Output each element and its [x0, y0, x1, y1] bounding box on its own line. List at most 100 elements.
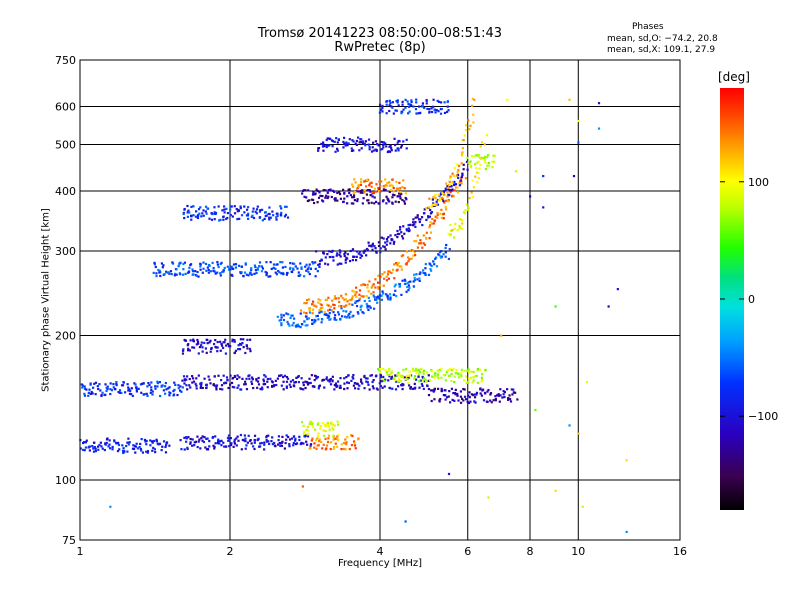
- echo-point: [597, 102, 601, 105]
- echo-point: [317, 301, 320, 304]
- echo-point: [104, 393, 107, 396]
- echo-point: [255, 208, 259, 211]
- echo-point: [249, 271, 252, 274]
- echo-point: [407, 102, 410, 106]
- echo-point: [413, 239, 416, 243]
- echo-point: [213, 375, 216, 378]
- echo-point: [188, 266, 191, 269]
- echo-point: [280, 322, 283, 325]
- echo-point: [435, 204, 438, 207]
- echo-point: [388, 109, 391, 113]
- echo-point: [393, 137, 396, 140]
- echo-point: [466, 369, 469, 373]
- echo-point: [320, 310, 323, 313]
- echo-point: [326, 253, 329, 256]
- echo-point: [322, 378, 325, 381]
- echo-point: [377, 241, 381, 244]
- echo-point: [388, 104, 391, 107]
- echo-point: [321, 200, 325, 203]
- echo-point: [297, 381, 301, 384]
- echo-point: [377, 187, 380, 190]
- echo-point: [286, 216, 290, 219]
- echo-point: [239, 206, 242, 210]
- echo-point: [239, 338, 243, 341]
- echo-point: [367, 188, 370, 192]
- echo-point: [262, 383, 265, 386]
- echo-point: [425, 231, 428, 234]
- echo-point: [360, 380, 363, 383]
- x-tick-label: 1: [77, 545, 84, 558]
- echo-point: [487, 388, 490, 392]
- echo-point: [625, 530, 628, 534]
- legend-x-mode-stats: mean, sd,X: 109.1, 27.9: [607, 45, 716, 55]
- echo-point: [460, 374, 463, 377]
- echo-point: [426, 107, 429, 110]
- echo-point: [336, 435, 339, 438]
- echo-point: [246, 441, 249, 444]
- echo-point: [343, 192, 346, 195]
- echo-point: [456, 228, 459, 232]
- echo-point: [401, 198, 404, 202]
- echo-point: [213, 270, 216, 273]
- echo-point: [346, 300, 349, 303]
- echo-point: [473, 396, 477, 399]
- echo-point: [445, 182, 448, 185]
- echo-point: [268, 442, 271, 446]
- echo-point: [396, 374, 399, 377]
- echo-point: [188, 377, 191, 381]
- echo-point: [429, 212, 433, 215]
- echo-point: [342, 146, 345, 149]
- echo-point: [115, 381, 118, 384]
- echo-point: [472, 376, 475, 379]
- echo-point: [282, 314, 285, 317]
- echo-point: [577, 119, 580, 123]
- echo-point: [205, 269, 208, 272]
- echo-point: [446, 190, 449, 194]
- echo-point: [262, 380, 266, 383]
- echo-point: [472, 121, 475, 124]
- echo-point: [379, 251, 382, 254]
- echo-point: [325, 447, 328, 450]
- echo-point: [201, 271, 204, 274]
- echo-point: [143, 438, 147, 442]
- echo-point: [193, 444, 196, 447]
- echo-point: [314, 319, 317, 322]
- echo-point: [225, 376, 229, 379]
- echo-point: [217, 374, 220, 377]
- echo-point: [325, 138, 328, 142]
- echo-point: [464, 398, 468, 401]
- echo-point: [430, 389, 433, 392]
- echo-point: [365, 380, 368, 383]
- echo-point: [391, 387, 394, 390]
- echo-point: [149, 444, 152, 447]
- echo-point: [464, 375, 467, 378]
- echo-point: [210, 347, 213, 351]
- echo-point: [486, 400, 489, 403]
- echo-point: [165, 444, 168, 447]
- echo-point: [381, 379, 384, 382]
- echo-point: [315, 377, 318, 380]
- echo-point: [392, 112, 395, 115]
- echo-point: [121, 384, 125, 387]
- echo-point: [243, 211, 246, 214]
- echo-point: [305, 263, 308, 266]
- echo-point: [377, 286, 380, 289]
- echo-point: [319, 194, 322, 197]
- echo-point: [371, 242, 375, 245]
- echo-point: [332, 436, 336, 440]
- echo-point: [405, 198, 408, 201]
- echo-point: [457, 176, 460, 179]
- echo-point: [436, 216, 439, 219]
- echo-point: [422, 387, 425, 390]
- echo-point: [390, 147, 393, 150]
- echo-point: [473, 393, 476, 396]
- echo-point: [248, 377, 251, 380]
- echo-point: [236, 218, 239, 221]
- echo-point: [502, 393, 505, 396]
- echo-point: [353, 199, 356, 202]
- echo-point: [396, 229, 399, 233]
- echo-point: [448, 368, 451, 371]
- echo-point: [226, 265, 229, 268]
- echo-point: [126, 441, 129, 444]
- echo-point: [217, 265, 220, 269]
